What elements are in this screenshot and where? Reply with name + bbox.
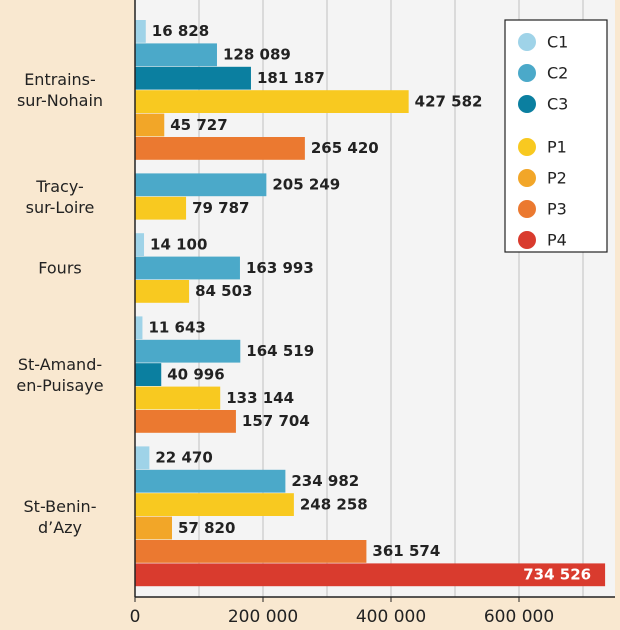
value-label: 248 258 [300,495,368,513]
value-label: 427 582 [415,92,483,110]
legend-label: P2 [547,169,567,188]
bar [135,363,162,386]
value-label: 163 993 [246,259,314,277]
x-tick-label: 600 000 [484,607,554,627]
value-label: 11 643 [148,319,205,337]
bar [135,256,240,280]
value-label: 734 526 [523,566,591,584]
legend-marker [518,64,536,82]
value-label: 157 704 [242,412,310,430]
bar [135,233,145,256]
legend-label: P4 [547,231,567,250]
category-label: Tracy- sur-Loire [25,176,95,217]
value-label: 22 470 [155,449,212,467]
category-label: Fours [38,258,82,278]
bar [135,66,251,90]
value-label: 128 089 [223,46,291,64]
bar [135,90,409,113]
value-label: 84 503 [195,282,252,300]
bar [135,540,367,563]
legend-label: P1 [547,138,567,157]
bar [135,339,241,363]
value-label: 265 420 [311,139,379,157]
bar [135,563,606,587]
legend-marker [518,231,536,249]
value-label: 133 144 [226,389,294,407]
legend-label: C2 [547,64,568,83]
bar [135,446,150,470]
bar [135,516,173,540]
category-label: Entrains- sur-Nohain [16,70,104,111]
value-label: 234 982 [291,472,359,490]
value-label: 45 727 [170,116,227,134]
legend-marker [518,200,536,218]
value-label: 164 519 [246,342,314,360]
value-label: 361 574 [372,542,440,560]
value-label: 205 249 [272,176,340,194]
bar [135,173,267,197]
x-tick-label: 200 000 [228,607,298,627]
value-label: 16 828 [152,22,209,40]
bar [135,280,190,303]
legend-marker [518,33,536,51]
category-label: St-Benin- d’Azy [23,496,97,537]
value-label: 181 187 [257,69,325,87]
bar [135,469,286,493]
bar [135,316,143,340]
legend-label: C1 [547,33,568,52]
bar [135,20,146,43]
legend-label: C3 [547,95,568,114]
bar [135,137,305,160]
legend-marker [518,95,536,113]
x-tick-label: 0 [130,607,141,627]
bar [135,493,294,516]
legend-marker [518,138,536,156]
bar [135,410,236,433]
bar [135,113,165,137]
x-tick-label: 400 000 [356,607,426,627]
value-label: 79 787 [192,199,249,217]
bar [135,386,221,410]
value-label: 14 100 [150,235,207,253]
category-label: St-Amand- en-Puisaye [16,354,104,395]
legend-label: P3 [547,200,567,219]
bar [135,196,187,220]
legend-marker [518,169,536,187]
value-label: 57 820 [178,519,235,537]
bar [135,43,217,67]
value-label: 40 996 [167,365,224,383]
